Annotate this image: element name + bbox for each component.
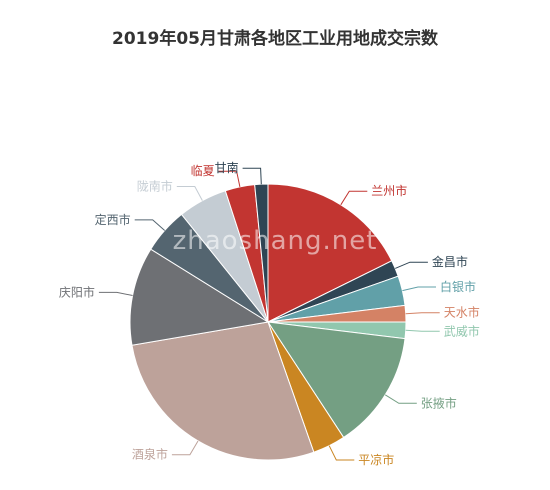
slice-label-2: 白银市 <box>440 279 476 294</box>
pie-slice-8 <box>129 248 270 346</box>
leader-line-5 <box>384 394 417 404</box>
leader-line-2 <box>402 286 436 292</box>
pie-slice-5 <box>266 321 406 439</box>
chart-title: 2019年05月甘肃各地区工业用地成交宗数 <box>112 29 438 49</box>
leader-line-0 <box>340 190 368 206</box>
slice-label-6: 平凉市 <box>358 452 394 467</box>
leader-line-7 <box>171 440 199 456</box>
slice-label-10: 陇南市 <box>137 179 173 194</box>
slice-label-5: 张掖市 <box>421 395 457 410</box>
slice-label-9: 定西市 <box>95 212 131 227</box>
leader-line-12 <box>242 167 262 185</box>
leader-line-9 <box>134 219 166 231</box>
pie-slices <box>129 183 407 461</box>
slice-label-0: 兰州市 <box>371 183 407 198</box>
leader-line-6 <box>328 445 355 461</box>
leader-line-3 <box>405 312 440 315</box>
slice-label-7: 酒泉市 <box>132 447 168 462</box>
watermark-text: zhaoshang.net <box>172 226 378 256</box>
slice-label-3: 天水市 <box>444 305 480 320</box>
leader-line-4 <box>405 329 440 332</box>
leader-line-10 <box>176 186 203 201</box>
slice-label-4: 武威市 <box>444 323 480 338</box>
label-leader-lines <box>98 167 440 461</box>
leader-line-1 <box>395 261 428 269</box>
pie-slice-7 <box>131 321 315 461</box>
leader-line-8 <box>98 291 133 296</box>
slice-label-12: 甘南 <box>215 160 239 175</box>
slice-label-8: 庆阳市 <box>59 284 95 299</box>
slice-label-11: 临夏 <box>191 164 215 178</box>
leader-line-11 <box>218 170 241 188</box>
slice-label-1: 金昌市 <box>432 254 468 269</box>
